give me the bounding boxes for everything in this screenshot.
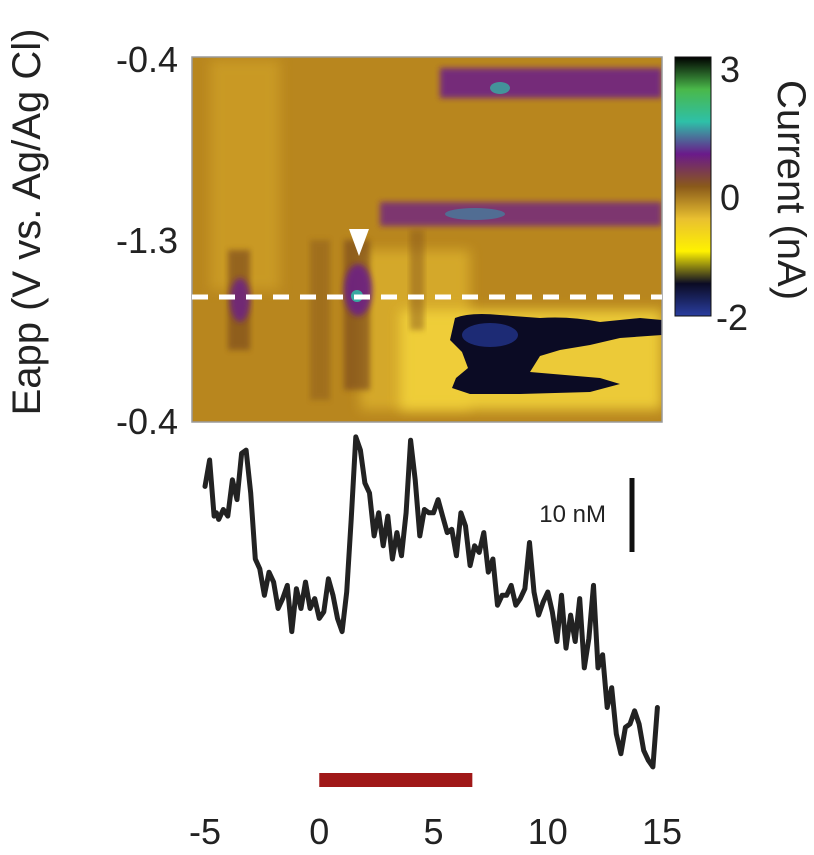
scale-bar-label: 10 nM (539, 501, 606, 528)
x-axis-ticks: -5 0 5 10 15 (189, 811, 682, 852)
colorbar-tick-label-middle: 0 (720, 177, 740, 218)
x-tick-label: 10 (528, 811, 568, 852)
heatmap-spot-center (344, 264, 372, 316)
heatmap (191, 56, 663, 423)
heatmap-y-ticks: -0.4 -1.3 -0.4 (116, 39, 178, 442)
line-chart: 10 nM -5 0 5 10 15 (189, 434, 682, 852)
colorbar-tick-label-bottom: -2 (716, 297, 748, 338)
x-tick-label: 5 (423, 811, 443, 852)
y-tick-label-top: -0.4 (116, 39, 178, 80)
y-tick-label-middle: -1.3 (116, 220, 178, 261)
heatmap-band-lower-blue (462, 323, 518, 347)
x-tick-label: 0 (309, 811, 329, 852)
heatmap-brown-smear-2 (310, 240, 330, 400)
concentration-trace (202, 434, 660, 770)
x-tick-label: -5 (189, 811, 221, 852)
y-tick-label-bottom: -0.4 (116, 401, 178, 442)
colorbar-body (674, 56, 712, 317)
heatmap-spot-left (230, 278, 250, 322)
heatmap-band-middle (380, 202, 662, 226)
x-tick-label: 15 (642, 811, 682, 852)
y-axis-title: Eapp (V vs. Ag/Ag Cl) (5, 29, 49, 416)
heatmap-band-upper (440, 68, 662, 98)
colorbar-title: Current (nA) (769, 80, 813, 300)
heatmap-band-middle-highlight (445, 208, 505, 220)
colorbar-tick-label-top: 3 (720, 49, 740, 90)
heatmap-frame (191, 56, 663, 423)
colorbar: 3 0 -2 Current (nA) (674, 49, 813, 338)
heatmap-marker (349, 229, 369, 256)
heatmap-band-upper-highlight (490, 82, 510, 94)
heatmap-brown-smear-4 (410, 230, 424, 330)
